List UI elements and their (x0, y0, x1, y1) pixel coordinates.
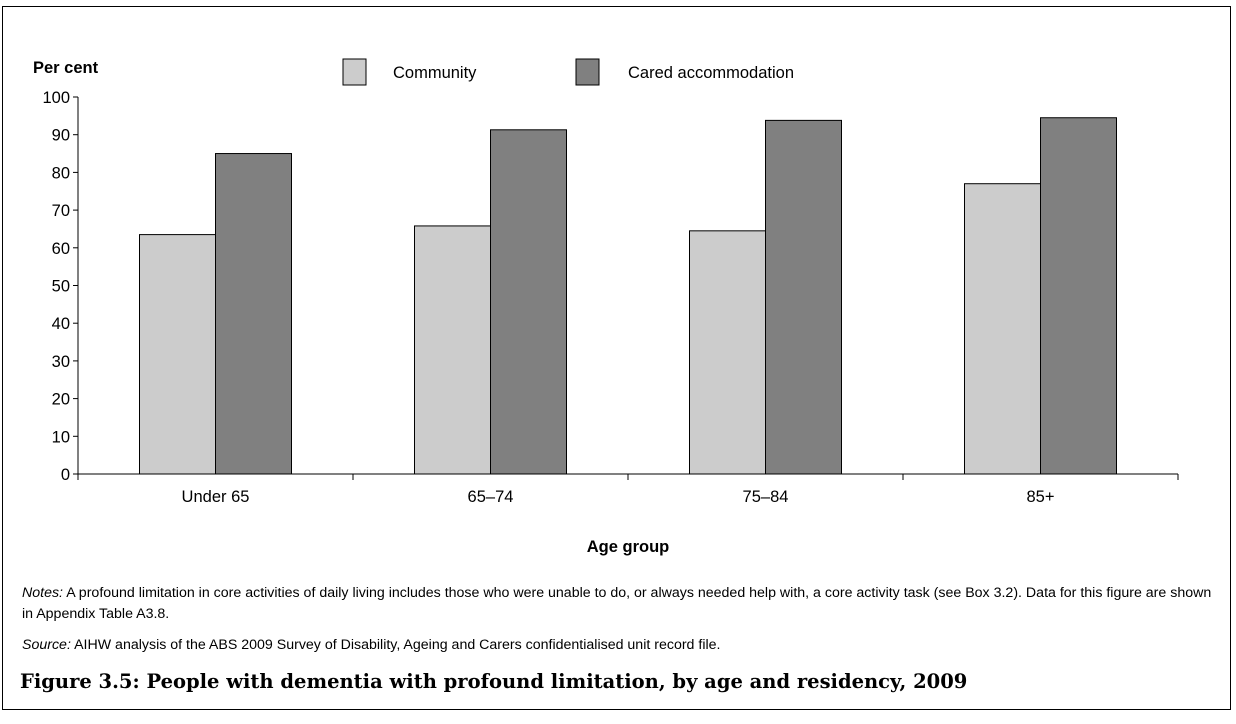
y-tick-label: 30 (52, 353, 70, 371)
legend-label: Cared accommodation (628, 64, 794, 82)
source-label: Source: (22, 637, 71, 653)
y-tick-label: 40 (52, 315, 70, 333)
bar-cared-accommodation (490, 129, 567, 475)
notes-text: A profound limitation in core activities… (22, 585, 1212, 622)
x-tick-label: 75–84 (743, 488, 789, 506)
figure-source: Source: AIHW analysis of the ABS 2009 Su… (22, 635, 1212, 656)
x-tick-label: 85+ (1027, 488, 1055, 506)
y-tick-label: 0 (61, 466, 70, 484)
figure-frame (2, 6, 1231, 710)
bar-community (689, 230, 766, 475)
bar-community (964, 183, 1041, 475)
y-axis: 0 10 20 30 40 50 60 70 80 90 100 (42, 89, 79, 484)
figure-notes: Notes: A profound limitation in core act… (22, 583, 1212, 625)
x-axis: Under 65 65–74 75–84 85+ (77, 473, 1179, 506)
y-tick-label: 100 (42, 89, 70, 107)
y-tick-label: 60 (52, 240, 70, 258)
figure-caption: Figure 3.5: People with dementia with pr… (20, 670, 968, 693)
bar-cared-accommodation (1040, 117, 1117, 475)
legend-label: Community (393, 64, 477, 82)
y-tick-label: 90 (52, 127, 70, 145)
legend-swatch (575, 58, 600, 86)
x-tick-label: Under 65 (182, 488, 250, 506)
legend-swatch (342, 58, 367, 86)
notes-label: Notes: (22, 585, 64, 601)
bar-community (414, 225, 491, 475)
bar-cared-accommodation (215, 153, 292, 475)
y-tick-label: 20 (52, 391, 70, 409)
y-axis-label: Per cent (33, 59, 99, 77)
x-tick-label: 65–74 (468, 488, 514, 506)
bar-community (139, 234, 216, 475)
bar-cared-accommodation (765, 119, 842, 475)
y-tick-label: 10 (52, 428, 70, 446)
legend: Community Cared accommodation (342, 58, 794, 86)
source-text: AIHW analysis of the ABS 2009 Survey of … (74, 637, 721, 653)
bars (139, 117, 1117, 475)
bar-chart: 0 10 20 30 40 50 60 70 80 90 100 Under 65 65–74 75–8… (33, 58, 1179, 556)
y-tick-label: 70 (52, 202, 70, 220)
x-axis-label: Age group (587, 538, 670, 556)
y-tick-label: 80 (52, 164, 70, 182)
y-tick-label: 50 (52, 278, 70, 296)
